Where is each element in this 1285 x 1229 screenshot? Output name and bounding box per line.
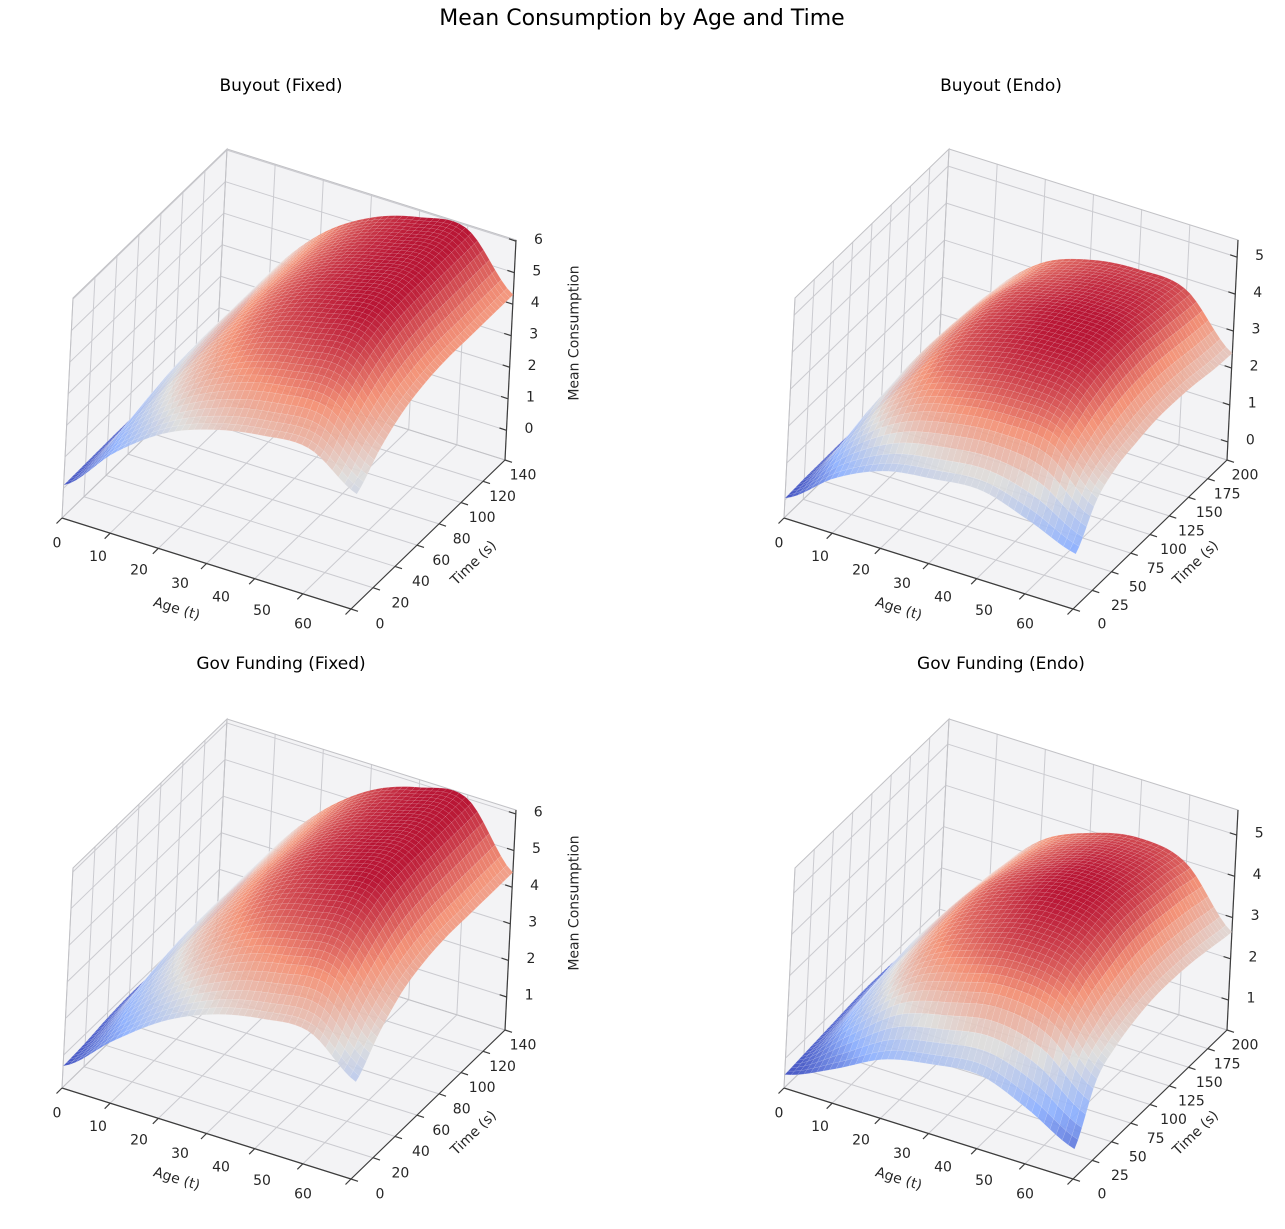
- subplot-title-gov-funding-fixed: Gov Funding (Fixed): [196, 654, 366, 674]
- subplot-title-gov-funding-endo: Gov Funding (Endo): [917, 654, 1085, 674]
- subplot-title-buyout-endo: Buyout (Endo): [940, 76, 1062, 96]
- subplot-title-buyout-fixed: Buyout (Fixed): [219, 76, 343, 96]
- figure-title: Mean Consumption by Age and Time: [439, 6, 845, 31]
